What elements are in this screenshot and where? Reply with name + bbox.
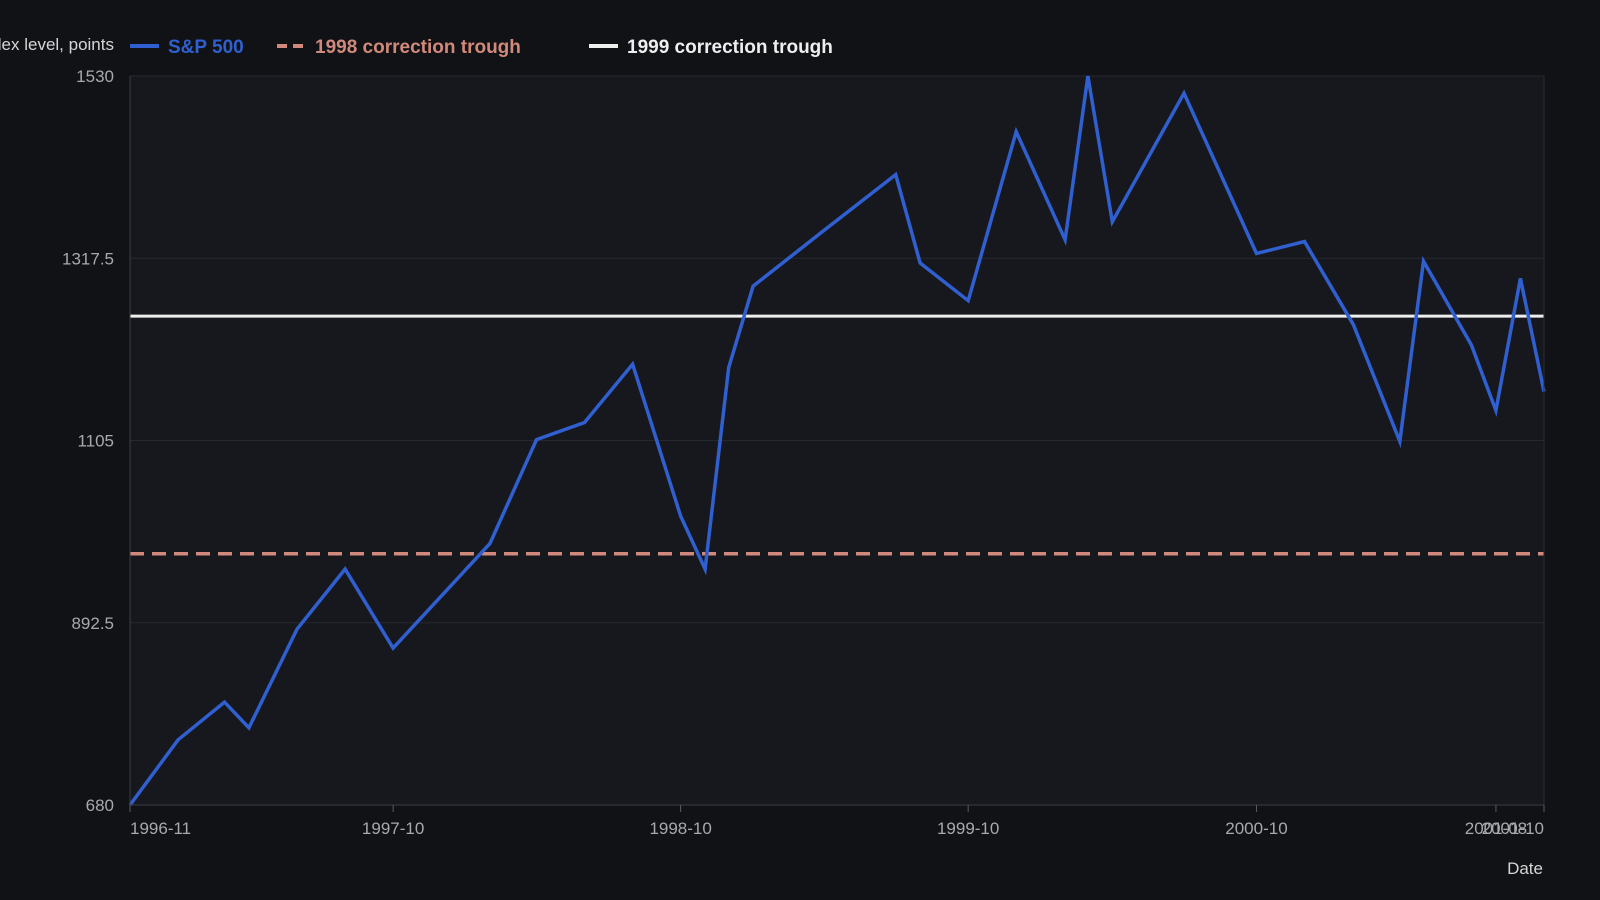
x-tick-label: 2000-10 (1225, 819, 1287, 838)
y-axis-title: Index level, points (0, 35, 114, 54)
y-tick-label: 1530 (76, 67, 114, 86)
x-tick-label: 2001-08 (1465, 819, 1527, 838)
legend-label-2: 1999 correction trough (627, 37, 833, 58)
series-lines (128, 75, 1546, 807)
x-tick-label: 1998-10 (649, 819, 711, 838)
axes: 680 892.5 1105 1317.5 1530 1996-11 1997-10 1998… (62, 67, 1545, 838)
y-tick-label: 1105 (77, 432, 114, 451)
y-tick-label: 1317.5 (62, 249, 114, 268)
x-tick-label: 1997-10 (362, 819, 424, 838)
series-line-0 (128, 75, 1546, 807)
x-tick-label: 1999-10 (937, 819, 999, 838)
legend: S&P 500 1998 correction trough 1999 correc… (130, 37, 833, 58)
legend-label-1: 1998 correction trough (315, 37, 521, 58)
x-axis-title: Date (1507, 859, 1543, 878)
y-tick-label: 892.5 (71, 614, 114, 633)
y-tick-label: 680 (86, 796, 114, 815)
x-tick-label: 1996-11 (130, 819, 191, 838)
x-tick-label: 2001-10 (1482, 819, 1544, 838)
legend-label-0: S&P 500 (168, 37, 244, 58)
